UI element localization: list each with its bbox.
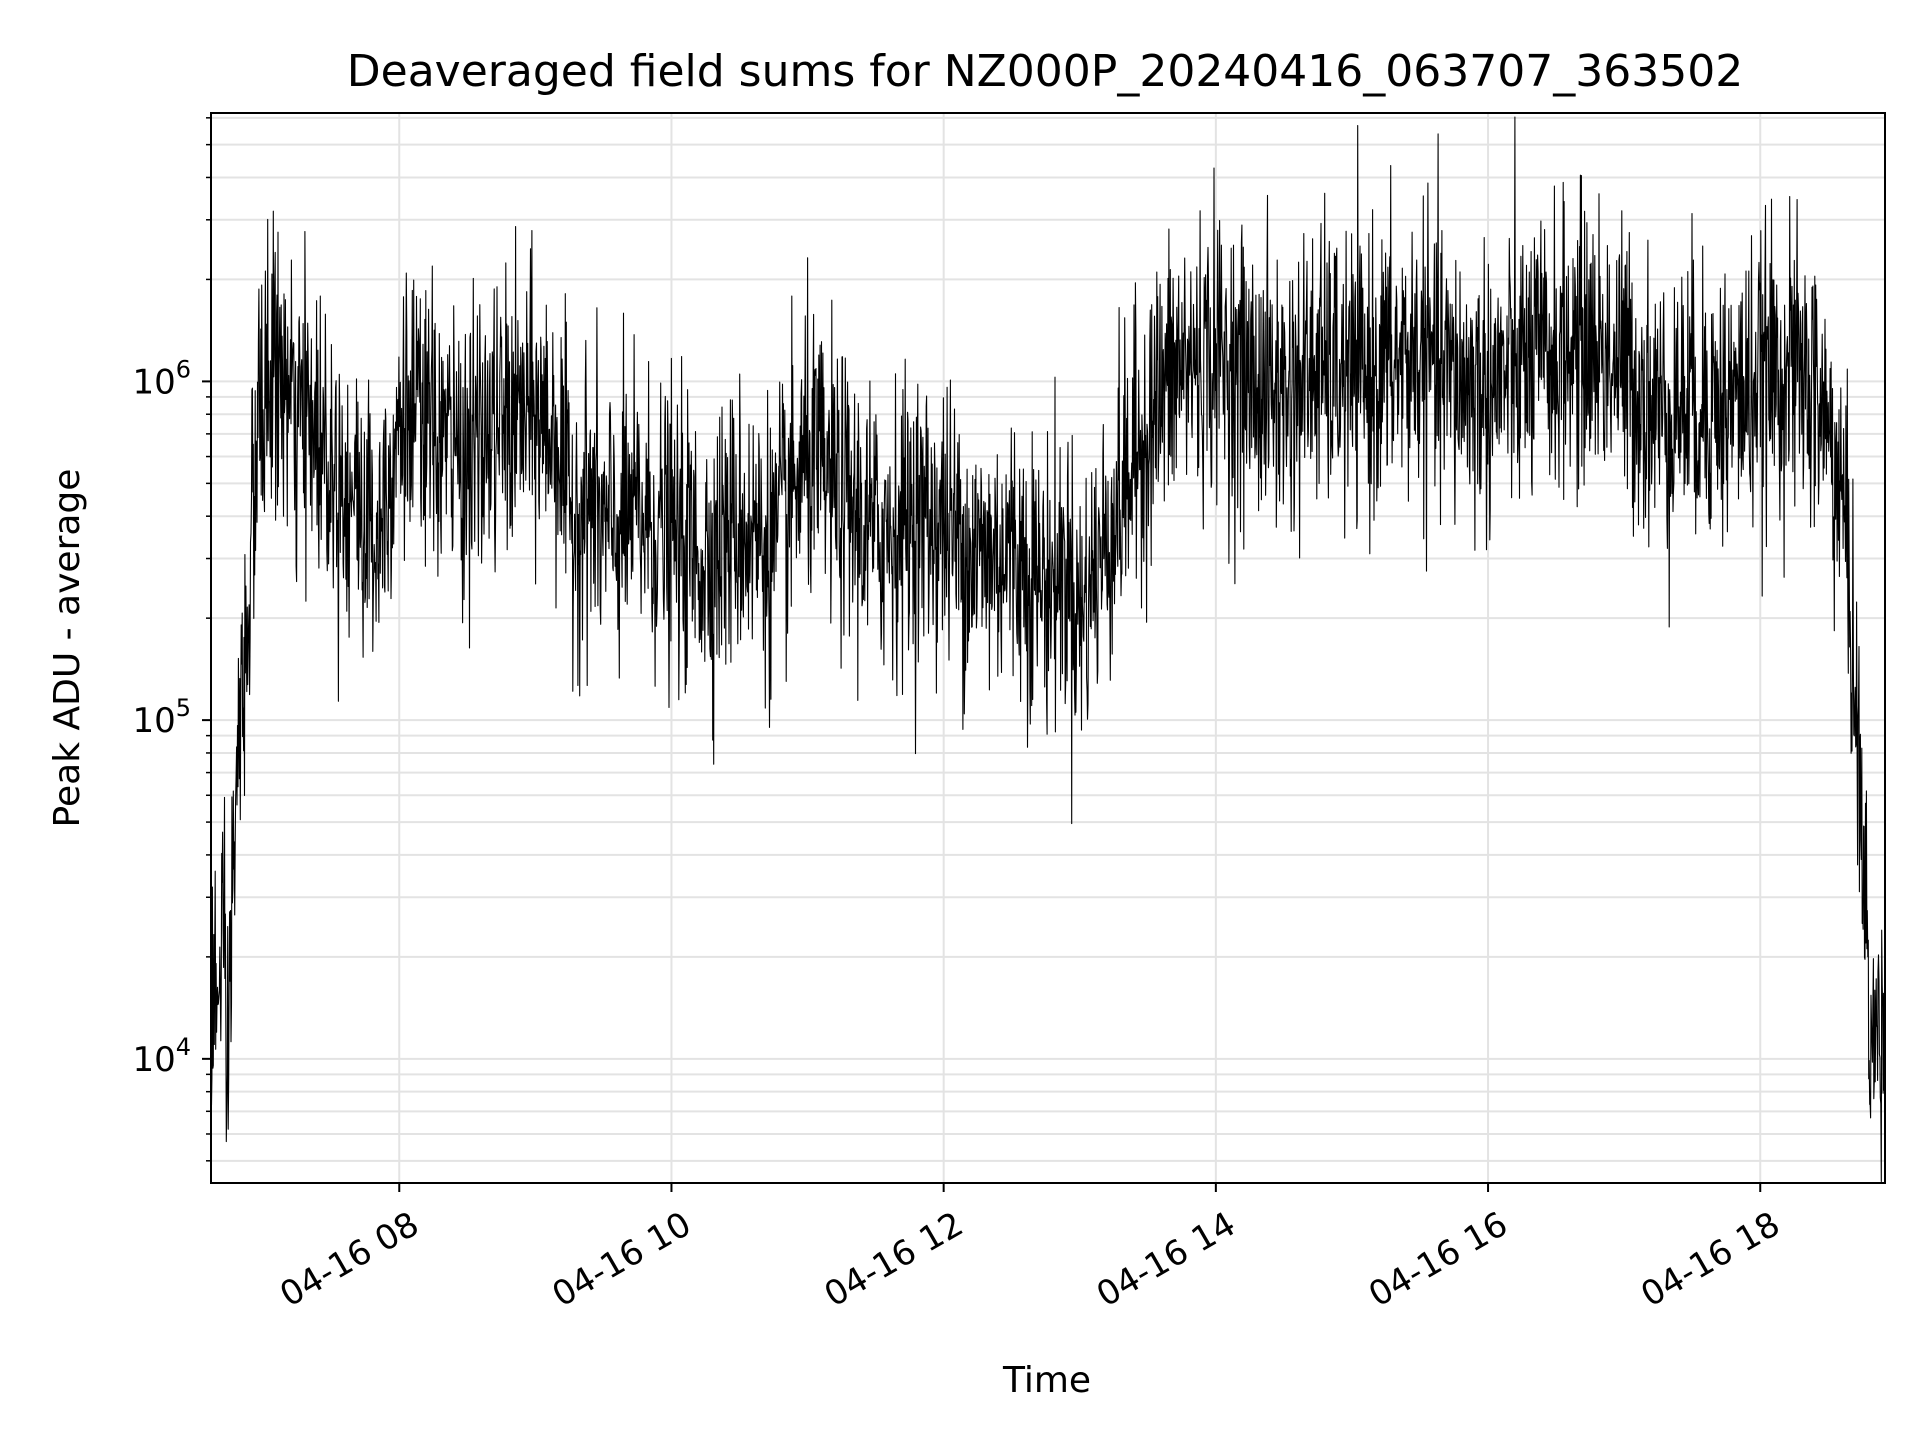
series-layer <box>210 116 1886 1183</box>
x-axis-label: Time <box>1002 1360 1091 1401</box>
y-tick-label: 105 <box>132 694 191 741</box>
y-axis-label: Peak ADU - average <box>47 469 88 828</box>
y-tick-label: 106 <box>132 355 191 402</box>
chart-title: Deaveraged field sums for NZ000P_2024041… <box>347 46 1743 97</box>
series-line <box>210 116 1886 1183</box>
plot-frame <box>210 112 1886 1184</box>
